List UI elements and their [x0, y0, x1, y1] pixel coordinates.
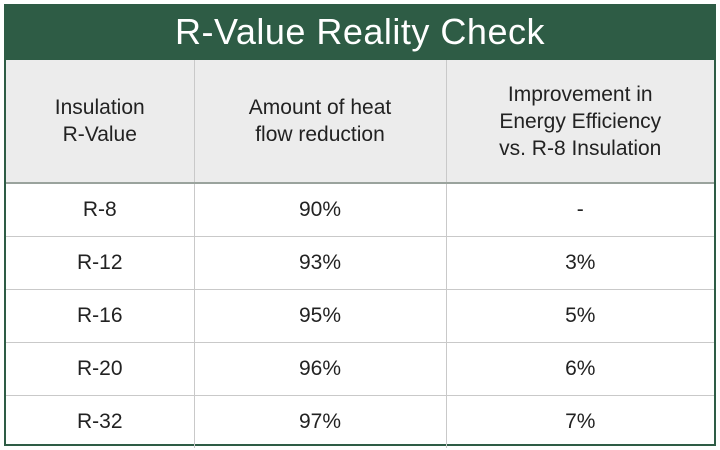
cell-efficiency-improvement: - — [446, 183, 714, 237]
cell-heat-flow-reduction: 90% — [194, 183, 447, 237]
cell-r-value: R-12 — [6, 236, 195, 290]
table-row: R-8 90% - — [6, 183, 714, 237]
cell-efficiency-improvement: 3% — [446, 236, 714, 290]
rvalue-table-card: R-Value Reality Check Insulation R-Value… — [4, 4, 716, 448]
cell-heat-flow-reduction: 93% — [194, 236, 447, 290]
header-heat-flow-reduction: Amount of heat flow reduction — [194, 58, 447, 184]
cell-heat-flow-reduction: 97% — [194, 395, 447, 448]
table-row: R-20 96% 6% — [6, 342, 714, 396]
cell-efficiency-improvement: 7% — [565, 410, 596, 433]
table-title: R-Value Reality Check — [6, 6, 714, 58]
cell-r-value: R-8 — [6, 183, 195, 237]
cell-efficiency-improvement: 6% — [446, 342, 714, 396]
cell-efficiency-improvement: 5% — [446, 289, 714, 343]
header-row: Insulation R-Value Amount of heat flow r… — [6, 58, 714, 184]
table-row: R-12 93% 3% — [6, 236, 714, 290]
cell-heat-flow-reduction: 96% — [194, 342, 447, 396]
rvalue-table: Insulation R-Value Amount of heat flow r… — [6, 58, 714, 448]
table-row: R-32 97% 7% — [6, 395, 714, 448]
header-insulation-r-value: Insulation R-Value — [6, 58, 195, 184]
cell-r-value: R-32 — [6, 395, 195, 448]
cell-heat-flow-reduction: 95% — [194, 289, 447, 343]
cell-r-value: R-20 — [6, 342, 195, 396]
table-row: R-16 95% 5% — [6, 289, 714, 343]
header-efficiency-improvement: Improvement in Energy Efficiency vs. R-8… — [446, 58, 714, 184]
cell-r-value: R-16 — [6, 289, 195, 343]
